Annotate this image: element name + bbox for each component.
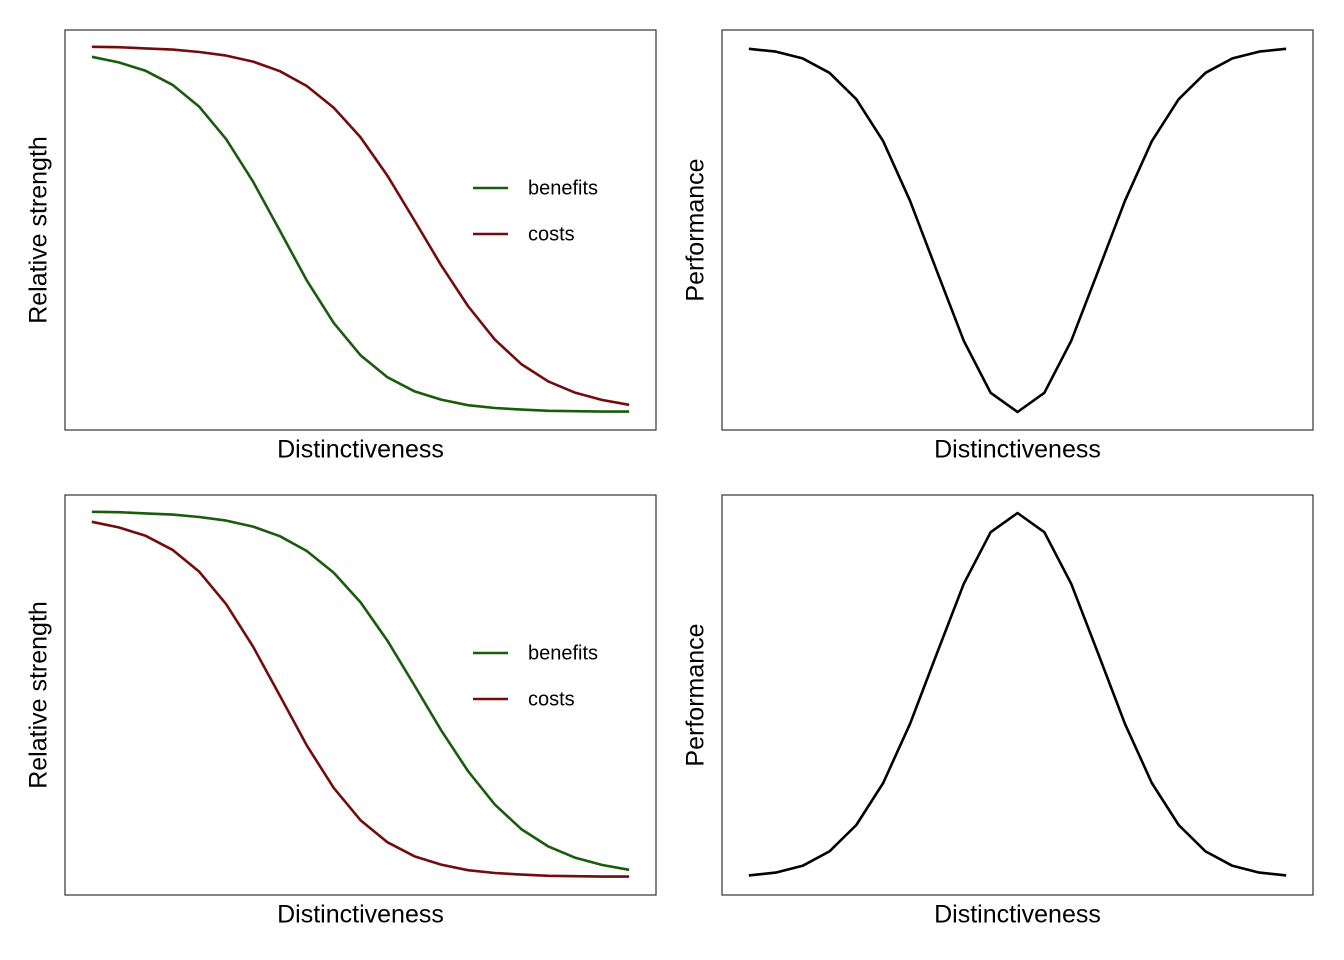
x-axis-label: Distinctiveness — [934, 436, 1101, 464]
legend-label: costs — [528, 223, 575, 245]
line-series — [748, 47, 1287, 414]
line-series — [91, 55, 630, 413]
legend-label: benefits — [528, 177, 598, 199]
legend-label: costs — [528, 688, 575, 710]
line-series — [91, 520, 630, 878]
plot-frame — [721, 29, 1314, 431]
legend-label: benefits — [528, 642, 598, 664]
y-axis-label: Performance — [682, 623, 710, 766]
line-series — [748, 511, 1287, 877]
plot-frame — [64, 29, 657, 431]
plot-frame — [721, 494, 1314, 896]
x-axis-label: Distinctiveness — [277, 901, 444, 929]
x-axis-label: Distinctiveness — [277, 436, 444, 464]
y-axis-label: Relative strength — [25, 136, 53, 324]
line-series — [91, 510, 630, 872]
x-axis-label: Distinctiveness — [934, 901, 1101, 929]
plot-frame — [64, 494, 657, 896]
y-axis-label: Performance — [682, 158, 710, 301]
line-series — [91, 45, 630, 407]
y-axis-label: Relative strength — [25, 601, 53, 789]
